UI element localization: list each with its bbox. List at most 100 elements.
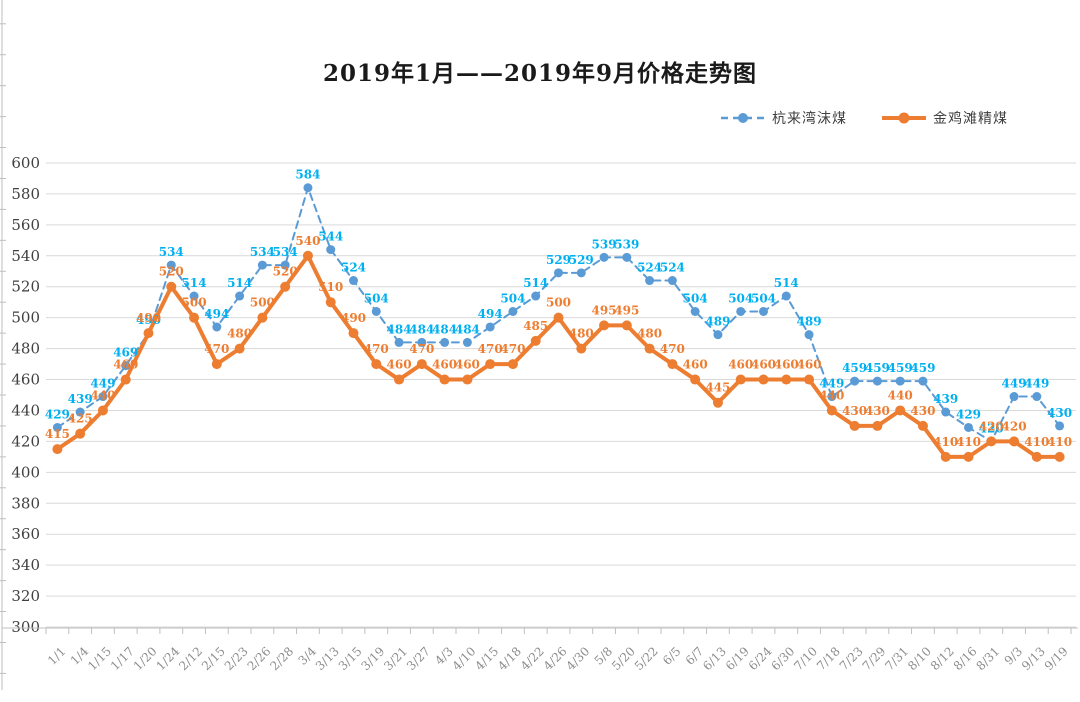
data-point xyxy=(1031,451,1042,462)
x-tick-label: 3/27 xyxy=(404,644,433,673)
data-point xyxy=(736,306,746,316)
data-point xyxy=(599,320,610,331)
data-point xyxy=(462,337,472,347)
series-line-hanglaiwan xyxy=(56,186,1061,443)
x-tick-label: 1/17 xyxy=(108,644,137,673)
data-label: 420 xyxy=(1002,419,1027,433)
data-label: 529 xyxy=(546,253,571,267)
data-point xyxy=(941,407,951,417)
data-point xyxy=(531,291,541,301)
data-label: 480 xyxy=(227,327,252,341)
y-tick-label: 580 xyxy=(11,185,40,203)
legend-label-hanglaiwan: 杭来湾沫煤 xyxy=(772,110,847,126)
data-label: 480 xyxy=(569,327,594,341)
data-label: 430 xyxy=(1047,406,1072,420)
x-tick-label: 6/24 xyxy=(746,644,775,673)
x-tick-label: 1/1 xyxy=(45,644,69,668)
data-label: 504 xyxy=(751,291,776,305)
data-label: 430 xyxy=(842,404,867,418)
data-point xyxy=(759,306,768,316)
legend-item-jinjitan[interactable]: 金鸡滩精煤 xyxy=(881,108,1008,128)
x-tick-label: 8/16 xyxy=(951,644,980,673)
x-tick-label: 2/28 xyxy=(267,644,296,673)
data-point xyxy=(371,359,382,370)
data-point xyxy=(895,405,906,416)
data-label: 420 xyxy=(979,419,1004,433)
data-point xyxy=(667,276,677,286)
data-point xyxy=(280,260,290,270)
x-tick-label: 2/23 xyxy=(222,644,251,673)
data-label: 484 xyxy=(455,322,480,336)
x-tick-label: 6/13 xyxy=(700,644,729,673)
y-tick-label: 560 xyxy=(11,216,40,234)
data-point xyxy=(371,306,381,316)
data-point xyxy=(576,343,587,354)
data-point xyxy=(189,312,200,323)
x-tick-label: 9/13 xyxy=(1019,644,1048,673)
data-point xyxy=(211,359,222,370)
y-tick-label: 380 xyxy=(11,494,40,512)
x-tick-label: 8/12 xyxy=(928,644,957,673)
data-point xyxy=(781,374,792,385)
data-point xyxy=(439,374,450,385)
y-tick-label: 340 xyxy=(11,556,40,574)
data-point xyxy=(349,276,358,286)
data-label: 449 xyxy=(1024,377,1049,391)
data-point xyxy=(166,260,176,270)
data-label: 460 xyxy=(683,358,708,372)
data-point xyxy=(394,374,405,385)
data-point xyxy=(554,268,563,278)
data-label: 524 xyxy=(637,261,662,275)
y-tick-label: 400 xyxy=(11,463,40,481)
data-label: 410 xyxy=(933,435,958,449)
data-point xyxy=(712,397,723,408)
data-point xyxy=(690,306,700,316)
data-point xyxy=(416,359,427,370)
data-point xyxy=(827,392,837,402)
data-label: 459 xyxy=(865,361,890,375)
data-point xyxy=(849,420,860,431)
data-label: 469 xyxy=(113,346,138,360)
data-point xyxy=(507,359,518,370)
y-tick-label: 360 xyxy=(11,525,40,543)
series-line-jinjitan xyxy=(55,253,1062,459)
data-label: 484 xyxy=(432,322,457,336)
data-label: 504 xyxy=(683,291,708,305)
data-label: 490 xyxy=(136,313,161,327)
data-label: 489 xyxy=(797,315,822,329)
data-label: 514 xyxy=(774,276,799,290)
data-point xyxy=(713,330,723,340)
x-tick-label: 4/22 xyxy=(518,644,547,673)
data-point xyxy=(440,337,450,347)
solid-line-marker-icon xyxy=(882,112,926,124)
data-label: 460 xyxy=(797,358,822,372)
chart-title: 2019年1月——2019年9月价格走势图 xyxy=(322,60,758,87)
data-point xyxy=(940,451,951,462)
data-point xyxy=(1032,392,1042,402)
data-label: 470 xyxy=(364,342,389,356)
data-label: 584 xyxy=(295,168,320,182)
data-point xyxy=(1009,436,1020,447)
x-tick-label: 4/18 xyxy=(495,644,524,673)
data-label: 514 xyxy=(182,276,207,290)
x-tick-label: 9/19 xyxy=(1042,644,1071,673)
data-label: 485 xyxy=(523,319,548,333)
data-point xyxy=(826,405,837,416)
data-point xyxy=(622,252,632,262)
x-tick-label: 8/31 xyxy=(973,644,1002,673)
data-label: 534 xyxy=(273,245,298,259)
x-tick-label: 7/29 xyxy=(860,644,889,673)
data-point xyxy=(302,250,313,261)
data-label: 460 xyxy=(432,358,457,372)
data-point xyxy=(121,361,131,371)
data-point xyxy=(576,268,586,278)
y-tick-label: 520 xyxy=(11,278,40,296)
x-tick-label: 3/13 xyxy=(313,644,342,673)
legend-item-hanglaiwan[interactable]: 杭来湾沫煤 xyxy=(720,108,847,128)
data-point xyxy=(348,328,359,339)
legend: 杭来湾沫煤 金鸡滩精煤 xyxy=(720,108,1008,128)
data-point xyxy=(234,343,245,354)
data-label: 460 xyxy=(455,358,480,372)
data-label: 449 xyxy=(1002,377,1027,391)
